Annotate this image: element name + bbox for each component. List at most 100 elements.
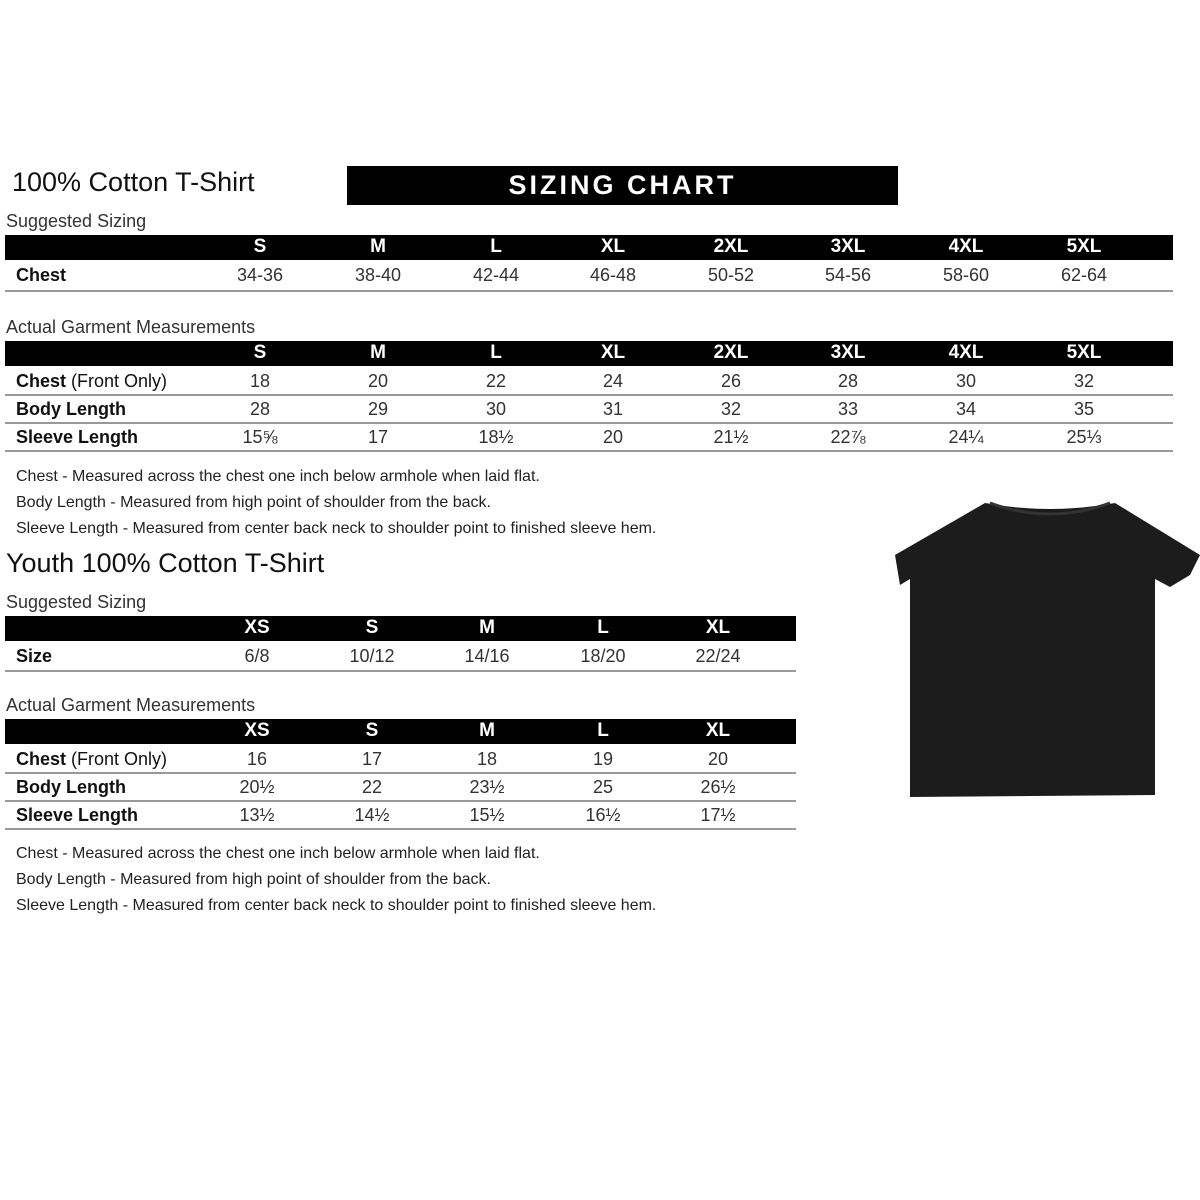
table-cell: 22 bbox=[361, 777, 383, 797]
suggested-header-bar bbox=[5, 616, 796, 641]
row-label-text: Sleeve Length bbox=[16, 427, 139, 447]
table-cell: 30 bbox=[485, 399, 507, 419]
row-divider bbox=[5, 800, 796, 802]
table-cell: 24¼ bbox=[948, 427, 984, 447]
table-cell: 14½ bbox=[354, 805, 390, 825]
size-header-4XL: 4XL bbox=[948, 342, 984, 363]
size-header-5XL: 5XL bbox=[1066, 236, 1102, 257]
size-header-M: M bbox=[370, 342, 386, 363]
table-cell: 34-36 bbox=[236, 265, 284, 285]
row-label-text: Chest bbox=[16, 265, 67, 285]
table-cell: 23½ bbox=[469, 777, 505, 797]
table-cell: 22/24 bbox=[695, 646, 741, 666]
row-label-text: Chest bbox=[16, 749, 67, 769]
size-header-L: L bbox=[597, 617, 609, 638]
table-cell: 20 bbox=[367, 371, 389, 391]
size-header-S: S bbox=[253, 236, 267, 257]
table-cell: 22 bbox=[485, 371, 507, 391]
table-cell: 18 bbox=[249, 371, 271, 391]
row-divider bbox=[5, 772, 796, 774]
size-header-3XL: 3XL bbox=[830, 342, 866, 363]
table-cell: 18 bbox=[476, 749, 498, 769]
row-divider bbox=[5, 670, 796, 672]
size-header-XL: XL bbox=[600, 236, 626, 257]
size-header-3XL: 3XL bbox=[830, 236, 866, 257]
size-header-5XL: 5XL bbox=[1066, 342, 1102, 363]
table-cell: 15⅝ bbox=[242, 427, 278, 447]
table-cell: 26½ bbox=[700, 777, 736, 797]
row-label-note: (Front Only) bbox=[71, 371, 168, 391]
youth-actual-label: Actual Garment Measurements bbox=[6, 695, 256, 715]
table-cell: 17 bbox=[367, 427, 389, 447]
row-label: Chest (Front Only) bbox=[16, 749, 167, 770]
suggested-header-bar bbox=[5, 235, 1173, 260]
size-header-2XL: 2XL bbox=[713, 236, 749, 257]
row-label: Chest (Front Only) bbox=[16, 371, 167, 392]
sizing-chart-banner: SIZING CHART bbox=[347, 166, 898, 205]
table-cell: 33 bbox=[837, 399, 859, 419]
table-cell: 31 bbox=[602, 399, 624, 419]
table-cell: 54-56 bbox=[824, 265, 872, 285]
size-header-S: S bbox=[365, 720, 379, 741]
table-cell: 20½ bbox=[239, 777, 275, 797]
row-divider bbox=[5, 394, 1173, 396]
table-cell: 50-52 bbox=[707, 265, 755, 285]
row-label-note: (Front Only) bbox=[71, 749, 168, 769]
row-label-text: Sleeve Length bbox=[16, 805, 139, 825]
size-header-L: L bbox=[490, 342, 502, 363]
table-cell: 28 bbox=[837, 371, 859, 391]
table-cell: 38-40 bbox=[354, 265, 402, 285]
table-cell: 17 bbox=[361, 749, 383, 769]
table-cell: 16 bbox=[246, 749, 268, 769]
adult-note: Chest - Measured across the chest one in… bbox=[16, 468, 540, 485]
row-label-text: Chest bbox=[16, 371, 67, 391]
table-cell: 46-48 bbox=[589, 265, 637, 285]
table-cell: 32 bbox=[720, 399, 742, 419]
row-label: Body Length bbox=[16, 777, 126, 798]
youth-note: Chest - Measured across the chest one in… bbox=[16, 845, 540, 862]
size-header-XL: XL bbox=[705, 617, 731, 638]
table-cell: 19 bbox=[592, 749, 614, 769]
youth-note: Body Length - Measured from high point o… bbox=[16, 871, 491, 888]
table-cell: 35 bbox=[1073, 399, 1095, 419]
table-cell: 15½ bbox=[469, 805, 505, 825]
adult-suggested-label: Suggested Sizing bbox=[6, 211, 147, 231]
row-divider bbox=[5, 422, 1173, 424]
table-cell: 29 bbox=[367, 399, 389, 419]
table-cell: 18½ bbox=[478, 427, 514, 447]
size-header-XS: XS bbox=[244, 617, 270, 638]
table-cell: 42-44 bbox=[472, 265, 520, 285]
row-divider bbox=[5, 450, 1173, 452]
table-cell: 21½ bbox=[713, 427, 749, 447]
row-label: Sleeve Length bbox=[16, 805, 138, 826]
table-cell: 16½ bbox=[585, 805, 621, 825]
row-label: Chest bbox=[16, 265, 66, 286]
row-divider bbox=[5, 290, 1173, 292]
table-cell: 17½ bbox=[700, 805, 736, 825]
youth-suggested-label: Suggested Sizing bbox=[6, 592, 147, 612]
table-cell: 14/16 bbox=[464, 646, 510, 666]
actual-header-bar bbox=[5, 719, 796, 744]
row-label-text: Body Length bbox=[16, 399, 126, 419]
size-header-L: L bbox=[597, 720, 609, 741]
size-header-M: M bbox=[370, 236, 386, 257]
t-shirt-image bbox=[895, 501, 1200, 797]
table-cell: 30 bbox=[955, 371, 977, 391]
table-cell: 25 bbox=[592, 777, 614, 797]
table-cell: 10/12 bbox=[349, 646, 395, 666]
table-cell: 28 bbox=[249, 399, 271, 419]
size-header-XL: XL bbox=[600, 342, 626, 363]
table-cell: 26 bbox=[720, 371, 742, 391]
adult-title: 100% Cotton T-Shirt bbox=[12, 167, 255, 197]
row-label: Body Length bbox=[16, 399, 126, 420]
size-header-L: L bbox=[490, 236, 502, 257]
table-cell: 32 bbox=[1073, 371, 1095, 391]
table-cell: 58-60 bbox=[942, 265, 990, 285]
table-cell: 25⅓ bbox=[1066, 427, 1102, 447]
adult-actual-label: Actual Garment Measurements bbox=[6, 317, 256, 337]
size-header-2XL: 2XL bbox=[713, 342, 749, 363]
table-cell: 18/20 bbox=[580, 646, 626, 666]
youth-title: Youth 100% Cotton T-Shirt bbox=[6, 548, 325, 578]
size-header-S: S bbox=[253, 342, 267, 363]
row-label: Size bbox=[16, 646, 52, 667]
